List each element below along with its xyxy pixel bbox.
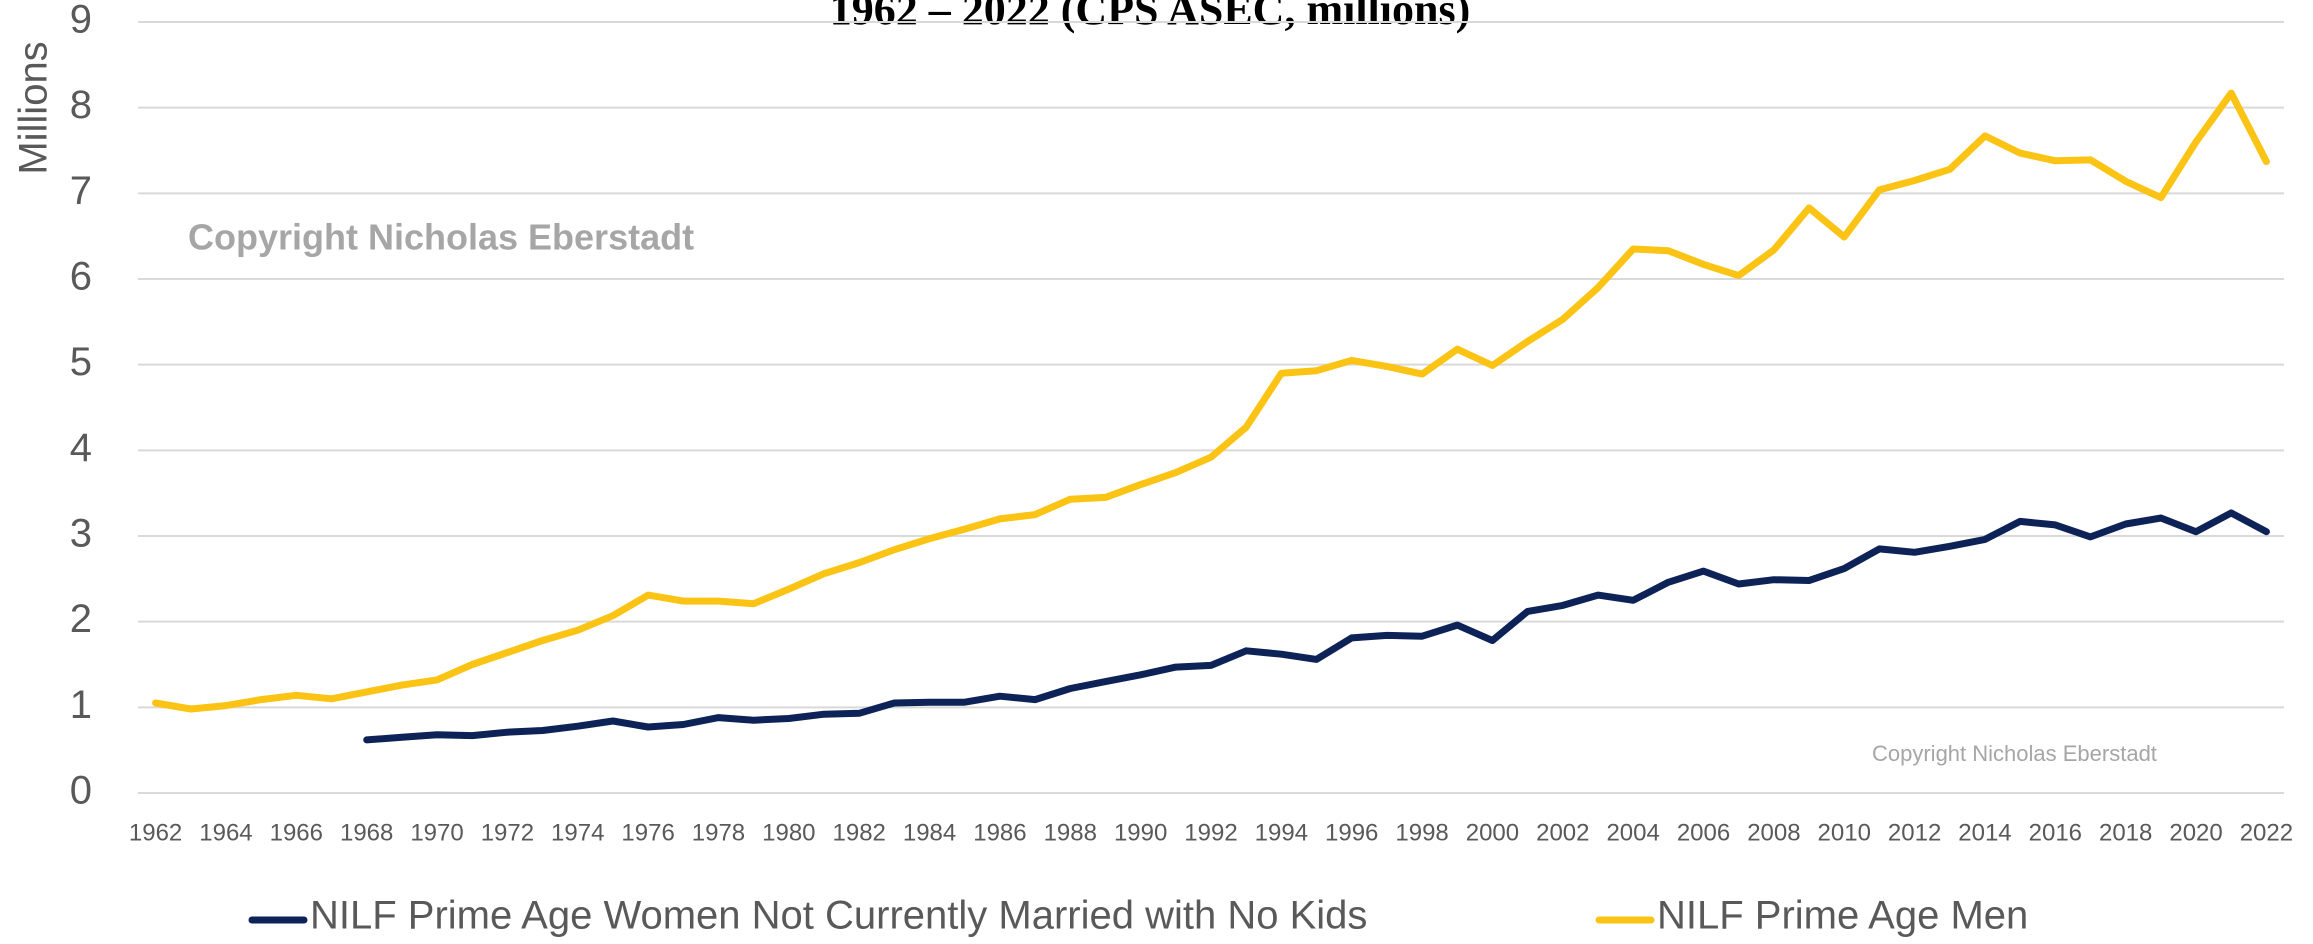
x-tick-label: 1976 — [621, 819, 674, 846]
legend-label: NILF Prime Age Men — [1657, 894, 2028, 938]
x-tick-label: 2002 — [1536, 819, 1589, 846]
chart-title: 1962 – 2022 (CPS ASEC, millions) — [830, 0, 1471, 34]
x-tick-label: 1982 — [833, 819, 886, 846]
x-tick-label: 1980 — [762, 819, 815, 846]
y-axis-label: Millions — [12, 41, 56, 174]
x-tick-label: 1990 — [1114, 819, 1167, 846]
y-tick-label: 2 — [70, 597, 92, 641]
x-tick-label: 2010 — [1818, 819, 1871, 846]
x-tick-label: 1964 — [199, 819, 252, 846]
x-tick-label: 2004 — [1606, 819, 1659, 846]
y-tick-label: 9 — [70, 0, 92, 42]
watermark: Copyright Nicholas Eberstadt — [188, 217, 694, 258]
y-tick-label: 6 — [70, 255, 92, 299]
x-tick-label: 2000 — [1466, 819, 1519, 846]
x-tick-label: 1974 — [551, 819, 604, 846]
y-tick-label: 8 — [70, 83, 92, 127]
x-tick-label: 1972 — [481, 819, 534, 846]
x-tick-label: 1978 — [692, 819, 745, 846]
x-tick-label: 1962 — [129, 819, 182, 846]
series-line — [152, 89, 2270, 713]
x-tick-label: 1986 — [973, 819, 1026, 846]
watermark: Copyright Nicholas Eberstadt — [1872, 741, 2157, 766]
x-tick-label: 2014 — [1958, 819, 2011, 846]
x-tick-label: 1968 — [340, 819, 393, 846]
y-tick-label: 4 — [70, 426, 92, 470]
x-tick-label: 2020 — [2169, 819, 2222, 846]
x-tick-label: 2022 — [2240, 819, 2293, 846]
series-line — [363, 509, 2270, 744]
x-tick-label: 1988 — [1044, 819, 1097, 846]
y-tick-label: 1 — [70, 683, 92, 727]
x-tick-label: 1994 — [1255, 819, 1308, 846]
x-tick-label: 1996 — [1325, 819, 1378, 846]
x-tick-label: 1992 — [1184, 819, 1237, 846]
x-tick-label: 2008 — [1747, 819, 1800, 846]
x-tick-label: 2016 — [2029, 819, 2082, 846]
x-tick-label: 1970 — [410, 819, 463, 846]
legend-label: NILF Prime Age Women Not Currently Marri… — [310, 894, 1367, 938]
y-tick-label: 0 — [70, 769, 92, 813]
x-tick-label: 2018 — [2099, 819, 2152, 846]
x-tick-label: 2012 — [1888, 819, 1941, 846]
y-tick-label: 7 — [70, 169, 92, 213]
x-tick-label: 1984 — [903, 819, 956, 846]
x-tick-label: 1998 — [1395, 819, 1448, 846]
x-tick-label: 1966 — [270, 819, 323, 846]
y-tick-label: 3 — [70, 512, 92, 556]
y-tick-label: 5 — [70, 340, 92, 384]
x-tick-label: 2006 — [1677, 819, 1730, 846]
